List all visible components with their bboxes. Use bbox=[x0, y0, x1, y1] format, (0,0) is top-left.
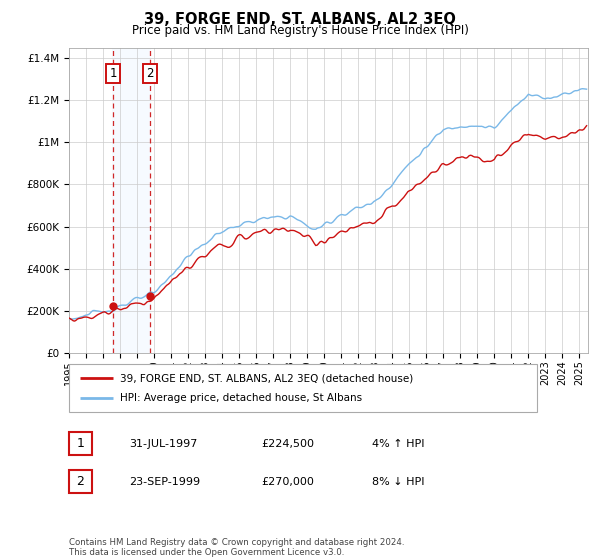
Text: 2: 2 bbox=[146, 67, 154, 80]
Text: 23-SEP-1999: 23-SEP-1999 bbox=[129, 477, 200, 487]
Bar bbox=[112, 48, 151, 353]
Text: 1: 1 bbox=[76, 437, 85, 450]
Text: 39, FORGE END, ST. ALBANS, AL2 3EQ: 39, FORGE END, ST. ALBANS, AL2 3EQ bbox=[144, 12, 456, 27]
Text: £270,000: £270,000 bbox=[261, 477, 314, 487]
Text: £224,500: £224,500 bbox=[261, 438, 314, 449]
Text: 31-JUL-1997: 31-JUL-1997 bbox=[129, 438, 197, 449]
Text: 2: 2 bbox=[76, 475, 85, 488]
Text: Price paid vs. HM Land Registry's House Price Index (HPI): Price paid vs. HM Land Registry's House … bbox=[131, 24, 469, 37]
Text: 1: 1 bbox=[109, 67, 117, 80]
Text: 39, FORGE END, ST. ALBANS, AL2 3EQ (detached house): 39, FORGE END, ST. ALBANS, AL2 3EQ (deta… bbox=[120, 374, 413, 383]
Text: 4% ↑ HPI: 4% ↑ HPI bbox=[372, 438, 425, 449]
Text: Contains HM Land Registry data © Crown copyright and database right 2024.
This d: Contains HM Land Registry data © Crown c… bbox=[69, 538, 404, 557]
Text: 8% ↓ HPI: 8% ↓ HPI bbox=[372, 477, 425, 487]
Text: HPI: Average price, detached house, St Albans: HPI: Average price, detached house, St A… bbox=[120, 393, 362, 403]
